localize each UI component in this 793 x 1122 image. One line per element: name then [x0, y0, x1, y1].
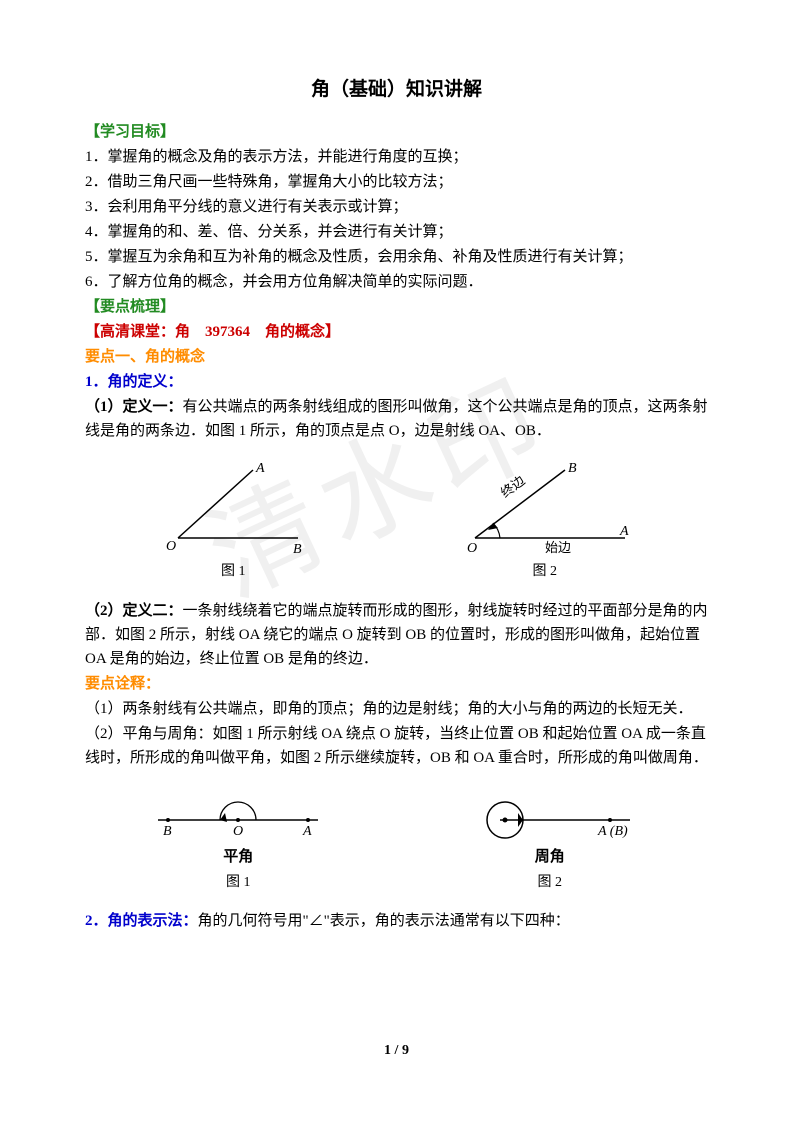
notation-body: 角的几何符号用"∠"表示，角的表示法通常有以下四种：: [198, 913, 570, 929]
page-title: 角（基础）知识讲解: [85, 75, 708, 105]
svg-text:O: O: [467, 541, 477, 556]
svg-text:始边: 始边: [545, 540, 571, 555]
full-angle-diagram: A (B): [450, 785, 650, 845]
svg-text:O: O: [166, 539, 176, 554]
lecture-header: 【高清课堂：角 397364 角的概念】: [85, 320, 708, 344]
notation-header: 2．角的表示法：: [85, 913, 198, 929]
svg-text:A (B): A (B): [597, 824, 628, 839]
figure-row-1: A O B 图 1 B O A 终边 始边 图 2: [85, 458, 708, 583]
section-objectives-header: 【学习目标】: [85, 120, 708, 144]
figure-flat-angle: B O A 平角 图 1: [143, 785, 333, 894]
definition2-label: （2）定义二：: [85, 603, 183, 619]
flat-angle-label: 平角: [143, 845, 333, 869]
svg-text:B: B: [568, 461, 577, 476]
interpretation-item: （2）平角与周角：如图 1 所示射线 OA 绕点 O 旋转，当终止位置 OB 和…: [85, 722, 708, 770]
svg-text:A: A: [619, 524, 629, 539]
objective-item: 2．借助三角尺画一些特殊角，掌握角大小的比较方法；: [85, 170, 708, 194]
interpretation-item: （1）两条射线有公共端点，即角的顶点；角的边是射线；角的大小与角的两边的长短无关…: [85, 697, 708, 721]
objective-item: 6．了解方位角的概念，并会用方位角解决简单的实际问题．: [85, 270, 708, 294]
angle-diagram-1: A O B: [148, 458, 318, 558]
objective-item: 1．掌握角的概念及角的表示方法，并能进行角度的互换；: [85, 145, 708, 169]
section-outline-header: 【要点梳理】: [85, 295, 708, 319]
point1-header: 要点一、角的概念: [85, 345, 708, 369]
svg-text:B: B: [163, 824, 172, 839]
figure-2b-caption: 图 2: [450, 872, 650, 894]
figure-1-caption: 图 1: [148, 561, 318, 583]
figure-1b-caption: 图 1: [143, 872, 333, 894]
definition1-text: （1）定义一：有公共端点的两条射线组成的图形叫做角，这个公共端点是角的顶点，这两…: [85, 395, 708, 443]
figure-1: A O B 图 1: [148, 458, 318, 583]
full-angle-label: 周角: [450, 845, 650, 869]
definition1-label: （1）定义一：: [85, 399, 183, 415]
svg-text:终边: 终边: [498, 473, 528, 501]
svg-text:O: O: [233, 824, 243, 839]
page-number: 1 / 9: [384, 1040, 409, 1062]
definition2-text: （2）定义二：一条射线绕着它的端点旋转而形成的图形，射线旋转时经过的平面部分是角…: [85, 599, 708, 671]
svg-text:A: A: [255, 461, 265, 476]
objective-item: 3．会利用角平分线的意义进行有关表示或计算；: [85, 195, 708, 219]
figure-full-angle: A (B) 周角 图 2: [450, 785, 650, 894]
svg-text:A: A: [302, 824, 312, 839]
notation-line: 2．角的表示法：角的几何符号用"∠"表示，角的表示法通常有以下四种：: [85, 909, 708, 933]
flat-angle-diagram: B O A: [143, 785, 333, 845]
objective-item: 5．掌握互为余角和互为补角的概念及性质，会用余角、补角及性质进行有关计算；: [85, 245, 708, 269]
interpretation-header: 要点诠释：: [85, 672, 708, 696]
definition-header: 1．角的定义：: [85, 370, 708, 394]
figure-2-caption: 图 2: [445, 561, 645, 583]
angle-diagram-2: B O A 终边 始边: [445, 458, 645, 558]
figure-row-2: B O A 平角 图 1 A (B) 周角 图 2: [85, 785, 708, 894]
objective-item: 4．掌握角的和、差、倍、分关系，并会进行有关计算；: [85, 220, 708, 244]
figure-2: B O A 终边 始边 图 2: [445, 458, 645, 583]
svg-text:B: B: [293, 542, 302, 557]
